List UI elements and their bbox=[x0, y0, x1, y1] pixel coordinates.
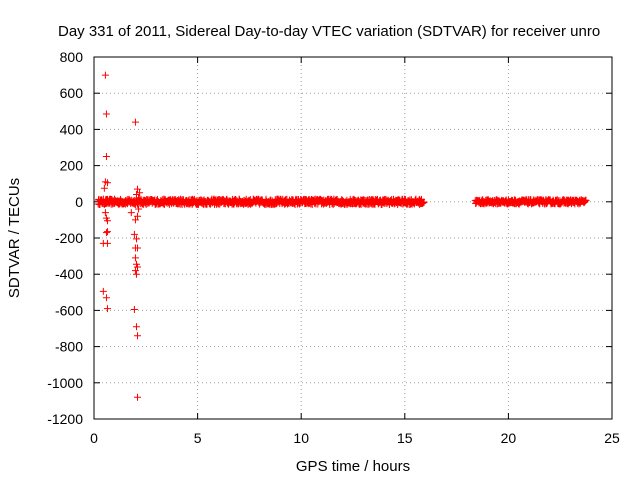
grid-lines bbox=[94, 57, 612, 419]
data-point bbox=[132, 235, 140, 243]
y-tick-label: 200 bbox=[60, 158, 84, 174]
data-point bbox=[582, 196, 590, 204]
data-point bbox=[102, 153, 110, 161]
data-point bbox=[130, 305, 138, 313]
y-tick-label: 800 bbox=[60, 49, 84, 65]
x-tick-label: 5 bbox=[194, 430, 202, 446]
data-point bbox=[134, 212, 142, 220]
data-point bbox=[103, 239, 111, 247]
data-point bbox=[134, 332, 142, 340]
data-point bbox=[99, 287, 107, 295]
data-point bbox=[101, 71, 109, 79]
data-point bbox=[102, 229, 110, 237]
axis-ticks bbox=[93, 56, 613, 420]
data-point bbox=[132, 323, 140, 331]
x-tick-label: 10 bbox=[293, 430, 309, 446]
data-point bbox=[102, 294, 110, 302]
y-tick-label: -600 bbox=[55, 302, 83, 318]
data-point bbox=[127, 209, 135, 217]
data-point bbox=[102, 110, 110, 118]
x-tick-label: 15 bbox=[397, 430, 413, 446]
data-point bbox=[131, 118, 139, 126]
x-tick-labels: 0 5 10 15 20 25 bbox=[90, 430, 620, 446]
data-points bbox=[94, 71, 590, 401]
chart-title: Day 331 of 2011, Sidereal Day-to-day VTE… bbox=[58, 23, 600, 40]
y-tick-label: 600 bbox=[60, 85, 84, 101]
data-point bbox=[131, 267, 139, 275]
y-tick-label: -1200 bbox=[47, 411, 83, 427]
data-point bbox=[134, 393, 142, 401]
y-tick-label: -200 bbox=[55, 230, 83, 246]
x-tick-label: 0 bbox=[90, 430, 98, 446]
data-point bbox=[136, 189, 144, 197]
y-axis-title: SDTVAR / TECUs bbox=[6, 178, 23, 298]
y-tick-label: -1000 bbox=[47, 375, 83, 391]
y-tick-label: -800 bbox=[55, 339, 83, 355]
data-point bbox=[134, 263, 142, 271]
data-point bbox=[103, 305, 111, 313]
data-point bbox=[131, 216, 139, 224]
data-point bbox=[101, 209, 109, 217]
y-tick-label: 400 bbox=[60, 121, 84, 137]
data-point bbox=[135, 205, 143, 213]
x-axis-title: GPS time / hours bbox=[296, 458, 410, 475]
data-point bbox=[134, 244, 142, 252]
data-point bbox=[420, 198, 428, 206]
x-tick-label: 20 bbox=[501, 430, 517, 446]
x-tick-label: 25 bbox=[604, 430, 620, 446]
y-tick-label: 0 bbox=[75, 194, 83, 210]
data-point bbox=[131, 254, 139, 262]
data-point bbox=[103, 228, 111, 236]
y-tick-label: -400 bbox=[55, 266, 83, 282]
data-point bbox=[130, 230, 138, 238]
data-point bbox=[103, 217, 111, 225]
data-point bbox=[132, 191, 140, 199]
data-point bbox=[134, 185, 142, 193]
data-point bbox=[132, 270, 140, 278]
data-point bbox=[100, 184, 108, 192]
data-point bbox=[135, 194, 143, 202]
y-tick-labels: -1200 -1000 -800 -600 -400 -200 0 200 400 600 800 bbox=[47, 49, 83, 427]
data-point bbox=[103, 179, 111, 187]
